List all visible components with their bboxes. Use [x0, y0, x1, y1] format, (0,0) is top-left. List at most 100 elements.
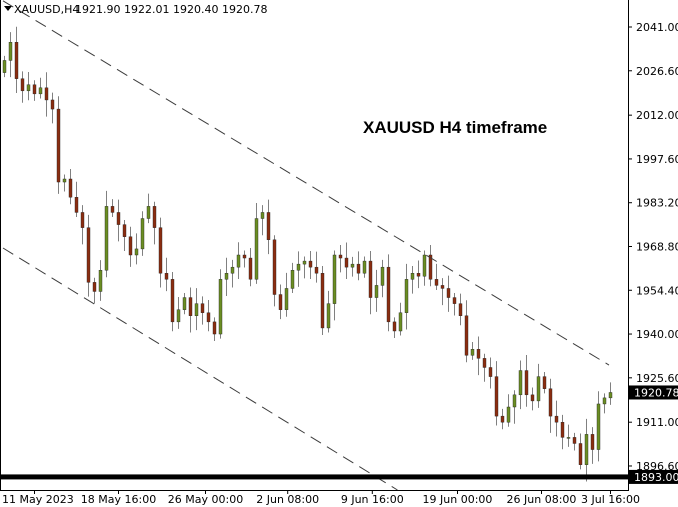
bear-candle [590, 434, 595, 450]
bear-candle [272, 239, 277, 295]
bear-candle [560, 422, 565, 438]
bear-candle [464, 315, 469, 356]
bear-candle [494, 376, 499, 417]
bear-candle [308, 260, 313, 268]
bull-candle [584, 434, 589, 465]
bear-candle [368, 260, 373, 298]
price-tick-label: 1968.80 [636, 240, 678, 253]
bear-candle [554, 415, 559, 423]
price-tick-label: 1954.40 [636, 284, 678, 297]
bear-candle [242, 254, 247, 259]
bear-candle [338, 254, 343, 259]
price-tick-label: 1997.60 [636, 153, 678, 166]
bear-candle [356, 263, 361, 274]
bull-candle [98, 270, 103, 292]
bull-candle [374, 285, 379, 298]
bull-candle [512, 394, 517, 408]
bear-candle [314, 266, 319, 274]
candles-layer [2, 26, 613, 482]
bear-candle [158, 227, 163, 274]
bull-candle [284, 288, 289, 310]
bear-candle [248, 257, 253, 280]
bull-candle [380, 266, 385, 286]
bull-candle [596, 403, 601, 450]
bear-candle [542, 376, 547, 389]
ohlc-values: 1921.90 1922.01 1920.40 1920.78 [75, 3, 267, 16]
time-tick-label: 26 May 00:00 [168, 493, 243, 506]
bear-candle [56, 108, 61, 183]
bear-candle [458, 303, 463, 317]
bull-candle [290, 270, 295, 289]
bull-candle [398, 312, 403, 332]
bull-candle [410, 273, 415, 280]
bear-candle [476, 349, 481, 359]
bull-candle [194, 303, 199, 317]
bull-candle [134, 248, 139, 256]
bear-candle [92, 282, 97, 292]
price-tick-label: 2012.00 [636, 109, 678, 122]
bull-candle [8, 42, 13, 61]
bear-candle [122, 224, 127, 237]
current-price-label: 1920.78 [634, 386, 678, 399]
time-axis[interactable]: 11 May 2023 18 May 16:00 26 May 00:00 2 Jun… [2, 490, 640, 506]
channel-lower-line[interactable] [2, 247, 398, 491]
bull-candle [404, 279, 409, 313]
bull-candle [326, 303, 331, 329]
bear-candle [344, 257, 349, 268]
bear-candle [428, 254, 433, 280]
time-tick-label: 3 Jul 16:00 [581, 493, 640, 506]
bear-candle [32, 84, 37, 95]
bear-candle [80, 212, 85, 228]
support-level-line[interactable] [0, 474, 629, 480]
bear-candle [50, 99, 55, 110]
bull-candle [260, 212, 265, 219]
bear-candle [86, 227, 91, 283]
price-tick-label: 2041.00 [636, 21, 678, 34]
bear-candle [116, 212, 121, 225]
price-axis[interactable]: 2041.00 2026.60 2012.00 1997.60 1983.20 1968.… [628, 21, 678, 484]
bull-candle [146, 206, 151, 219]
bear-candle [482, 358, 487, 368]
bear-candle [152, 206, 157, 228]
symbol-label: XAUUSD,H4 [14, 3, 79, 16]
bull-candle [296, 263, 301, 271]
bull-candle [518, 370, 523, 396]
bull-candle [62, 178, 67, 183]
bear-candle [278, 294, 283, 310]
dropdown-triangle-icon[interactable] [4, 6, 12, 11]
bear-candle [188, 297, 193, 316]
bull-candle [470, 349, 475, 356]
bull-candle [602, 397, 607, 405]
bear-candle [128, 236, 133, 256]
bear-candle [320, 273, 325, 329]
bull-candle [254, 218, 259, 280]
bull-candle [566, 437, 571, 439]
bull-candle [506, 406, 511, 423]
bear-candle [578, 443, 583, 465]
bear-candle [434, 279, 439, 286]
time-tick-label: 9 Jun 16:00 [341, 493, 404, 506]
bear-candle [110, 206, 115, 213]
timeframe-annotation: XAUUSD H4 timeframe [363, 118, 547, 137]
bull-candle [140, 218, 145, 250]
current-price-box [629, 385, 678, 400]
price-tick-label: 1983.20 [636, 197, 678, 210]
bear-candle [68, 178, 73, 198]
bear-candle [392, 321, 397, 332]
bear-candle [14, 42, 19, 79]
bear-candle [416, 273, 421, 277]
horizontal-level-line[interactable] [0, 474, 629, 480]
time-tick-label: 19 Jun 00:00 [423, 493, 493, 506]
bear-candle [266, 212, 271, 241]
bull-candle [104, 206, 109, 271]
channel-upper-line[interactable] [2, 0, 610, 366]
time-tick-label: 2 Jun 08:00 [256, 493, 319, 506]
bear-candle [206, 312, 211, 323]
channel-lines [2, 0, 610, 491]
bear-candle [386, 266, 391, 323]
bear-candle [20, 78, 25, 92]
bear-candle [446, 288, 451, 298]
price-tick-label: 1911.00 [636, 416, 678, 429]
bear-candle [548, 388, 553, 417]
